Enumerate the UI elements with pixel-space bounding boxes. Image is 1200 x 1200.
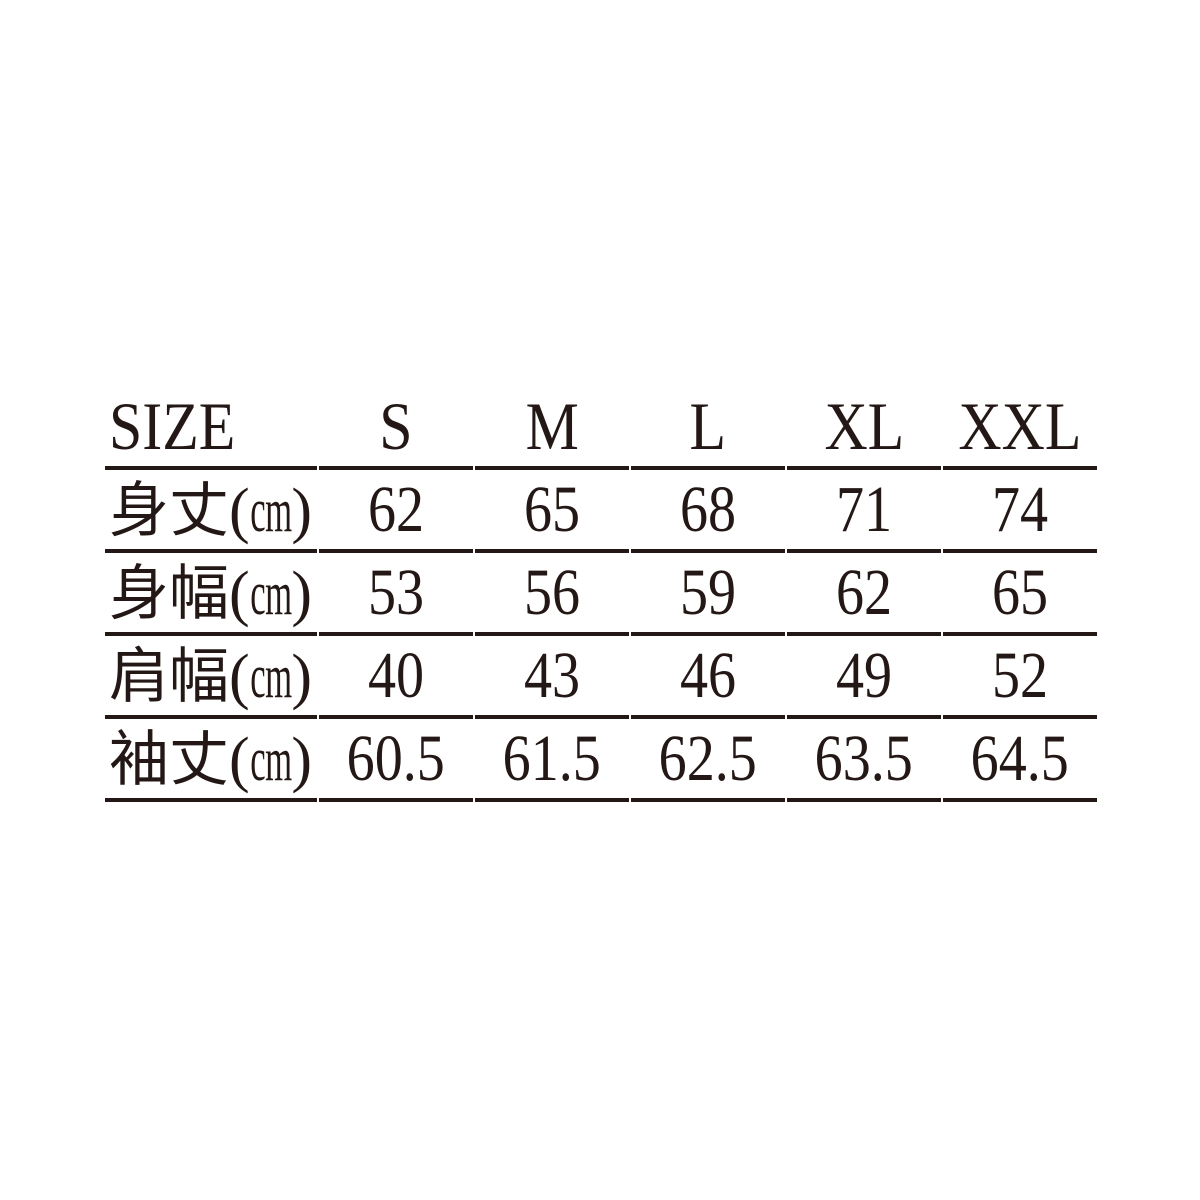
size-value-cell: 49 [787,636,941,719]
row-label-sleeve-length: 袖丈(cm) [105,719,317,802]
table-row-body-length: 身丈(cm) 62 65 68 71 74 [105,470,1097,553]
size-value-cell: 60.5 [319,719,473,802]
column-header-size: SIZE [105,386,317,470]
row-label-body-width: 身幅(cm) [105,553,317,636]
column-header-m-label: M [525,388,579,464]
size-value: 62 [367,472,425,546]
unit-label: cm [249,642,292,711]
size-value-cell: 53 [319,553,473,636]
size-value: 61.5 [502,721,602,795]
size-value: 40 [367,638,425,712]
size-value-cell: 68 [631,470,785,553]
table-row-body-width: 身幅(cm) 53 56 59 62 65 [105,553,1097,636]
close-paren: ) [291,725,313,794]
size-value: 71 [835,472,893,546]
size-value: 62 [835,555,893,629]
table-row-sleeve-length: 袖丈(cm) 60.5 61.5 62.5 63.5 64.5 [105,719,1097,802]
row-label-shoulder-width: 肩幅(cm) [105,636,317,719]
close-paren: ) [291,476,313,545]
size-value-cell: 40 [319,636,473,719]
size-chart-table: SIZE S M L XL XXL 身丈(cm) 62 65 68 71 74 [103,386,1099,802]
column-header-l-label: L [689,388,727,464]
size-value-cell: 62 [319,470,473,553]
row-label-text: 身幅 [109,560,229,627]
column-header-xl: XL [787,386,941,470]
size-value: 46 [679,638,737,712]
close-paren: ) [291,642,313,711]
column-header-s: S [319,386,473,470]
column-header-xl-label: XL [824,388,904,464]
row-label-text: 肩幅 [109,643,229,710]
size-value-cell: 52 [943,636,1097,719]
column-header-size-label: SIZE [109,388,236,464]
open-paren: ( [229,725,250,794]
header-row: SIZE S M L XL XXL [105,386,1097,470]
unit-label: cm [249,559,292,628]
size-value-cell: 63.5 [787,719,941,802]
unit-label: cm [249,476,292,545]
column-header-l: L [631,386,785,470]
size-value-cell: 71 [787,470,941,553]
open-paren: ( [229,559,250,628]
size-chart-container: SIZE S M L XL XXL 身丈(cm) 62 65 68 71 74 [103,386,1099,802]
size-value: 65 [523,472,581,546]
size-value-cell: 65 [943,553,1097,636]
close-paren: ) [291,559,313,628]
size-value: 43 [523,638,581,712]
column-header-m: M [475,386,629,470]
size-value-cell: 62 [787,553,941,636]
size-value-cell: 46 [631,636,785,719]
size-value: 68 [679,472,737,546]
row-label-body-length: 身丈(cm) [105,470,317,553]
size-value-cell: 61.5 [475,719,629,802]
open-paren: ( [229,476,250,545]
column-header-xxl-label: XXL [958,388,1082,464]
unit-label: cm [249,725,292,794]
size-value: 62.5 [658,721,758,795]
size-value-cell: 56 [475,553,629,636]
column-header-xxl: XXL [943,386,1097,470]
row-label-text: 袖丈 [109,726,229,793]
size-value-cell: 64.5 [943,719,1097,802]
size-value: 64.5 [970,721,1070,795]
size-value: 74 [991,472,1049,546]
size-value-cell: 65 [475,470,629,553]
table-row-shoulder-width: 肩幅(cm) 40 43 46 49 52 [105,636,1097,719]
size-value-cell: 59 [631,553,785,636]
size-value-cell: 62.5 [631,719,785,802]
size-value: 65 [991,555,1049,629]
size-value: 63.5 [814,721,914,795]
column-header-s-label: S [379,388,413,464]
size-value: 49 [835,638,893,712]
size-value: 60.5 [346,721,446,795]
size-value: 53 [367,555,425,629]
row-label-text: 身丈 [109,477,229,544]
size-value: 59 [679,555,737,629]
size-value: 52 [991,638,1049,712]
size-value: 56 [523,555,581,629]
open-paren: ( [229,642,250,711]
size-value-cell: 43 [475,636,629,719]
size-value-cell: 74 [943,470,1097,553]
